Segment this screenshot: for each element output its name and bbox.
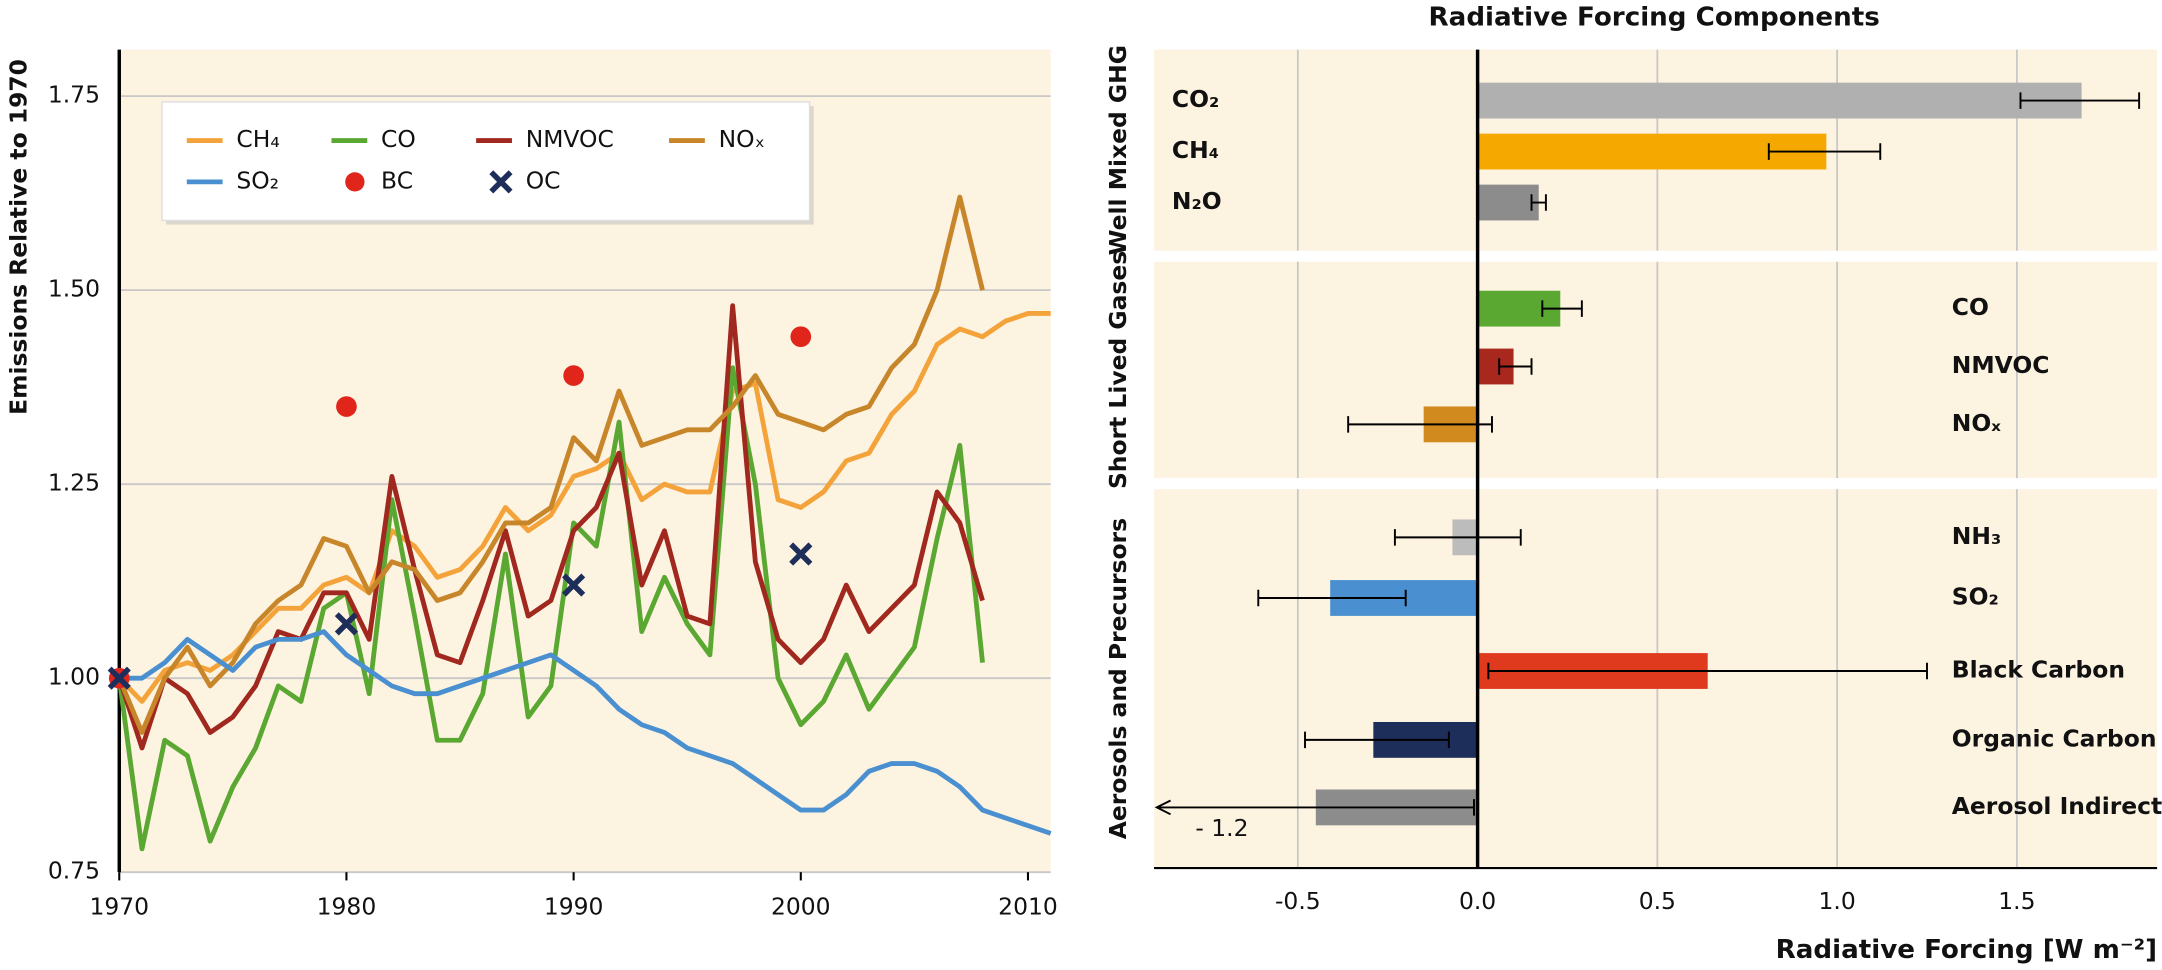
series-line	[116, 303, 985, 751]
category-label: CO₂	[1172, 85, 1219, 113]
x-tick-label: 1.0	[1819, 887, 1856, 915]
group-label: Short Lived Gases	[1104, 251, 1132, 489]
category-label: SO₂	[1952, 582, 1999, 610]
legend-label: NMVOC	[526, 125, 614, 153]
series-line	[119, 629, 1052, 836]
marker	[789, 542, 813, 566]
legend-label: CO	[381, 125, 416, 153]
error-bar	[1487, 662, 1928, 680]
group-label: Aerosols and Precursors	[1104, 518, 1132, 839]
annotation: - 1.2	[1195, 814, 1248, 842]
y-tick-label: 1.25	[48, 469, 100, 497]
legend-label: BC	[381, 166, 413, 194]
marker	[334, 612, 359, 636]
legend-swatch	[489, 170, 513, 194]
error-bar	[1304, 731, 1450, 749]
x-tick-label: 1980	[317, 892, 377, 920]
marker	[563, 365, 584, 386]
category-label: N₂O	[1172, 187, 1222, 215]
series-line	[117, 194, 985, 735]
error-bar	[1393, 529, 1522, 546]
series-line	[116, 365, 985, 852]
series-line	[117, 311, 1051, 704]
y-tick-label: 0.75	[48, 857, 100, 885]
category-label: CH₄	[1172, 136, 1219, 164]
category-label: NH₃	[1952, 522, 2001, 550]
error-bar	[1541, 300, 1583, 317]
x-tick-label: 1990	[544, 892, 604, 920]
category-label: CO	[1952, 293, 1989, 321]
legend-label: CH₄	[236, 125, 279, 153]
group-label: Well Mixed GHG	[1104, 45, 1132, 255]
x-tick-label: 1970	[89, 892, 149, 920]
error-bar	[1498, 358, 1533, 375]
category-label: NOₓ	[1952, 409, 2001, 437]
error-bar	[1257, 589, 1407, 607]
error-bar	[2019, 92, 2141, 109]
group-panel	[1154, 261, 2158, 479]
legend-swatch	[345, 172, 365, 192]
y-axis-label: Emissions Relative to 1970	[5, 59, 33, 415]
x-axis-label: Radiative Forcing [W m⁻²]	[1776, 935, 2157, 965]
category-label: Black Carbon	[1952, 656, 2125, 684]
x-tick-label: 2010	[998, 892, 1058, 920]
legend: CH₄ CO NMVOC NOₓ SO₂ BC OC	[161, 101, 814, 225]
marker	[790, 326, 812, 348]
marker	[107, 666, 131, 690]
category-label: Organic Carbon	[1952, 724, 2157, 752]
error-bar	[1154, 799, 1475, 816]
x-tick-label: 0.0	[1459, 887, 1496, 915]
legend-label: SO₂	[236, 166, 279, 194]
x-tick-label: 0.5	[1639, 887, 1676, 915]
marker	[336, 396, 357, 417]
category-label: NMVOC	[1952, 351, 2050, 379]
error-bar	[1530, 194, 1547, 211]
chart-title: Radiative Forcing Components	[1429, 2, 1880, 32]
legend-box	[161, 101, 811, 222]
category-label: Aerosol Indirect	[1952, 792, 2162, 820]
marker	[562, 573, 586, 597]
bar	[1477, 82, 2082, 119]
legend-label: OC	[526, 166, 561, 194]
y-tick-label: 1.50	[48, 275, 100, 303]
bar	[1477, 184, 1539, 221]
x-tick-label: 1.5	[1998, 887, 2035, 915]
error-bar	[1347, 416, 1493, 433]
y-tick-label: 1.75	[48, 81, 100, 109]
error-bar	[1767, 143, 1882, 160]
x-tick-label: 2000	[771, 892, 831, 920]
legend-label: NOₓ	[719, 125, 765, 153]
x-tick-label: -0.5	[1275, 887, 1321, 915]
y-tick-label: 1.00	[48, 663, 100, 691]
